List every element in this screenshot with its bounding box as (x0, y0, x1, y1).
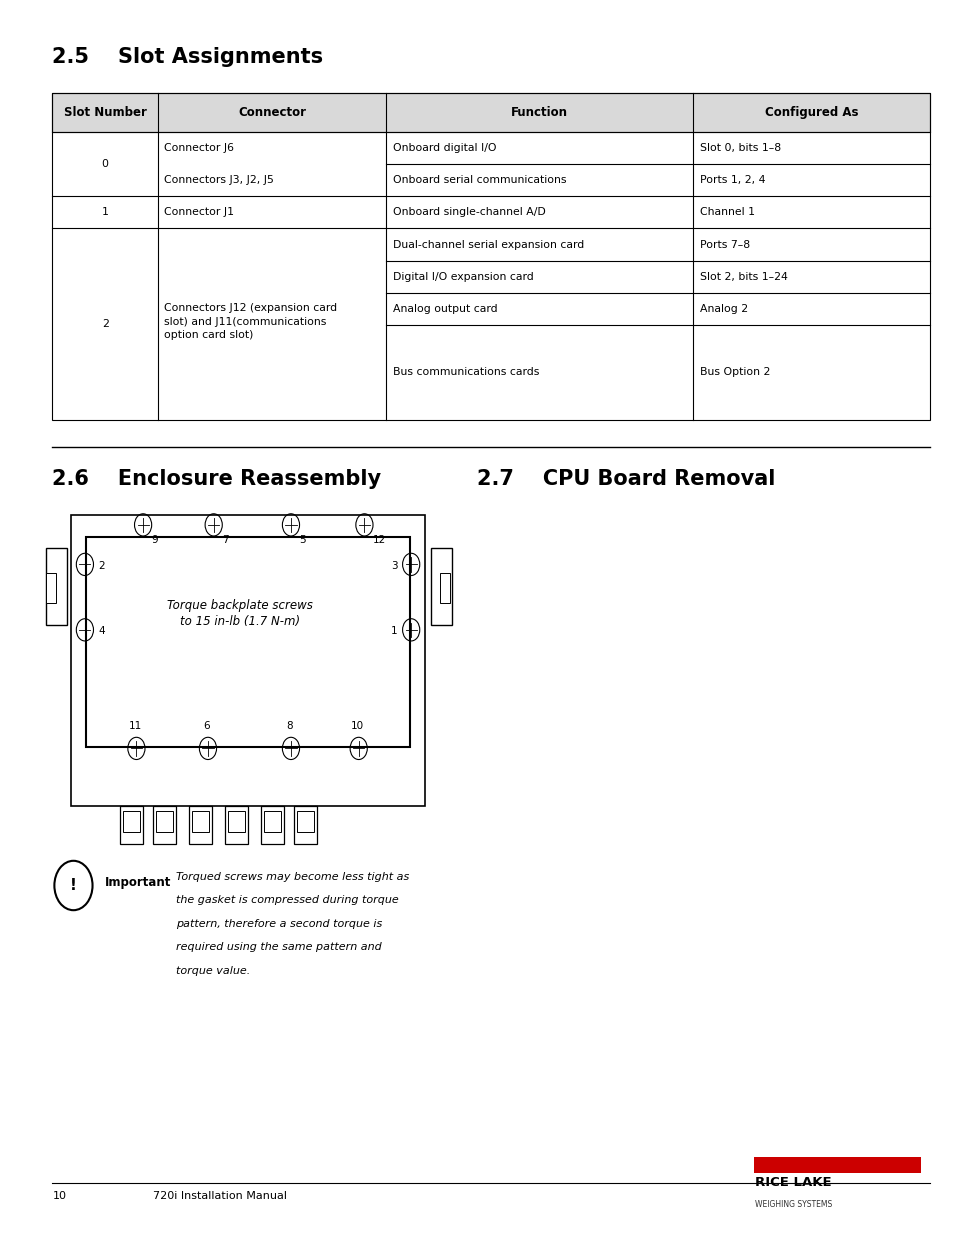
Text: 5: 5 (299, 535, 306, 545)
Text: torque value.: torque value. (176, 966, 251, 976)
Text: 1: 1 (102, 207, 109, 217)
Bar (155, 811, 172, 832)
Bar (71, 515, 425, 806)
Bar (120, 806, 143, 844)
Text: 2.7    CPU Board Removal: 2.7 CPU Board Removal (476, 469, 775, 489)
Text: Onboard single-channel A/D: Onboard single-channel A/D (393, 207, 545, 217)
Text: 10: 10 (351, 721, 364, 731)
Text: Bus Option 2: Bus Option 2 (700, 367, 769, 378)
Text: 1: 1 (391, 626, 397, 636)
Text: option card slot): option card slot) (164, 330, 253, 341)
Text: Bus communications cards: Bus communications cards (393, 367, 538, 378)
Text: 10: 10 (52, 1191, 67, 1200)
Bar (264, 811, 281, 832)
Text: Function: Function (511, 106, 567, 119)
Text: 11: 11 (129, 721, 142, 731)
Bar (52, 93, 929, 132)
Text: Analog output card: Analog output card (393, 304, 497, 314)
Text: !: ! (70, 878, 77, 893)
Text: 9: 9 (152, 535, 158, 545)
Text: 720i Installation Manual: 720i Installation Manual (152, 1191, 286, 1200)
Text: Slot 0, bits 1–8: Slot 0, bits 1–8 (700, 143, 781, 153)
Text: pattern, therefore a second torque is: pattern, therefore a second torque is (176, 919, 382, 929)
Text: 6: 6 (204, 721, 210, 731)
Text: Connectors J12 (expansion card: Connectors J12 (expansion card (164, 303, 337, 314)
Bar (228, 811, 245, 832)
Text: Dual-channel serial expansion card: Dual-channel serial expansion card (393, 240, 583, 249)
Bar (296, 811, 314, 832)
Bar (261, 806, 284, 844)
Bar (753, 1157, 920, 1173)
Text: 3: 3 (391, 561, 397, 571)
Text: Onboard serial communications: Onboard serial communications (393, 175, 565, 185)
Text: 2.5    Slot Assignments: 2.5 Slot Assignments (52, 47, 323, 67)
Text: Ports 1, 2, 4: Ports 1, 2, 4 (700, 175, 764, 185)
FancyBboxPatch shape (431, 548, 452, 625)
Text: 8: 8 (287, 721, 293, 731)
Text: Configured As: Configured As (764, 106, 858, 119)
Bar (152, 806, 175, 844)
Text: WEIGHING SYSTEMS: WEIGHING SYSTEMS (754, 1200, 831, 1209)
Text: Connector: Connector (237, 106, 306, 119)
Text: Analog 2: Analog 2 (700, 304, 747, 314)
Bar (123, 811, 140, 832)
Text: 2: 2 (102, 319, 109, 330)
Bar (86, 537, 410, 747)
Bar (52, 93, 929, 420)
Bar (439, 573, 450, 603)
Text: Slot Number: Slot Number (64, 106, 147, 119)
Text: Channel 1: Channel 1 (700, 207, 754, 217)
Text: Torqued screws may become less tight as: Torqued screws may become less tight as (176, 872, 409, 882)
Text: Connector J6: Connector J6 (164, 143, 234, 153)
Text: 7: 7 (222, 535, 229, 545)
Bar (192, 811, 209, 832)
Text: Connectors J3, J2, J5: Connectors J3, J2, J5 (164, 175, 274, 185)
Bar (294, 806, 316, 844)
Text: the gasket is compressed during torque: the gasket is compressed during torque (176, 895, 398, 905)
Text: required using the same pattern and: required using the same pattern and (176, 942, 382, 952)
Text: to 15 in-lb (1.7 N-m): to 15 in-lb (1.7 N-m) (180, 615, 300, 627)
Text: Onboard digital I/O: Onboard digital I/O (393, 143, 496, 153)
Text: Connector J1: Connector J1 (164, 207, 234, 217)
Text: 12: 12 (373, 535, 386, 545)
Text: RICE LAKE: RICE LAKE (754, 1176, 830, 1189)
FancyBboxPatch shape (46, 548, 67, 625)
Text: 2.6    Enclosure Reassembly: 2.6 Enclosure Reassembly (52, 469, 381, 489)
Text: 4: 4 (98, 626, 105, 636)
Text: Torque backplate screws: Torque backplate screws (168, 599, 313, 611)
Bar (46, 573, 56, 603)
Text: Digital I/O expansion card: Digital I/O expansion card (393, 272, 533, 282)
Text: Important: Important (105, 876, 172, 889)
Text: Ports 7–8: Ports 7–8 (700, 240, 749, 249)
Text: slot) and J11(communications: slot) and J11(communications (164, 316, 327, 327)
Bar (225, 806, 248, 844)
Text: 2: 2 (98, 561, 105, 571)
Text: 0: 0 (102, 159, 109, 169)
Bar (189, 806, 212, 844)
Text: Slot 2, bits 1–24: Slot 2, bits 1–24 (700, 272, 787, 282)
